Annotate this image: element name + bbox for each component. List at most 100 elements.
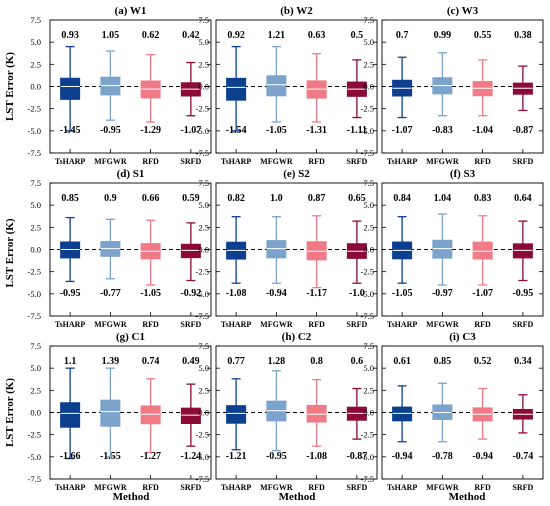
upper-value-label: 0.85 — [61, 193, 79, 204]
lower-value-label: -1.54 — [226, 125, 247, 136]
box-mfgwr — [100, 50, 121, 121]
lower-value-label: -1.66 — [60, 451, 81, 462]
iqr-box — [100, 399, 121, 427]
y-tick-label: 0.0 — [198, 408, 209, 418]
iqr-box — [226, 405, 247, 424]
upper-value-label: 0.92 — [227, 30, 245, 41]
subplot-4: (d) S1 -7.5 -5.0 -2.5 0.0 2.5 5.0 7.5 0.85 -0.95 T… — [28, 168, 212, 329]
y-axis-label: LST Error (K) — [4, 378, 16, 447]
box-tsharp — [60, 367, 81, 460]
y-tick-label: -2.5 — [361, 267, 374, 277]
x-tick-label: MFGWR — [426, 483, 459, 492]
iqr-box — [306, 404, 327, 423]
x-tick-label: MFGWR — [426, 320, 459, 329]
y-tick-label: 0.0 — [198, 82, 209, 92]
upper-value-label: 0.93 — [61, 30, 79, 41]
subplot-5: (e) S2 -7.5 -5.0 -2.5 0.0 2.5 5.0 7.5 0.82 -1.08 T… — [196, 168, 378, 329]
box-mfgwr — [432, 213, 453, 286]
y-tick-label: 5.0 — [30, 37, 41, 47]
subplot-title: (e) S2 — [283, 168, 310, 180]
y-axis-label: LST Error (K) — [4, 52, 16, 121]
y-tick-label: -7.5 — [196, 474, 209, 484]
box-rfd — [140, 53, 161, 123]
upper-value-label: 0.64 — [514, 193, 532, 204]
box-tsharp — [392, 216, 413, 284]
x-tick-label: RFD — [308, 483, 325, 492]
upper-value-label: 0.63 — [308, 30, 326, 41]
y-tick-label: 2.5 — [198, 59, 209, 69]
y-tick-label: -2.5 — [28, 267, 41, 277]
box-mfgwr — [100, 218, 121, 280]
x-tick-label: SRFD — [180, 483, 201, 492]
box-rfd — [472, 59, 493, 117]
box-srfd — [346, 387, 367, 440]
iqr-box — [266, 240, 287, 259]
x-tick-label: MFGWR — [260, 483, 293, 492]
y-tick-label: -7.5 — [361, 474, 374, 484]
upper-value-label: 1.05 — [102, 30, 120, 41]
y-tick-label: 5.0 — [363, 37, 374, 47]
box-tsharp — [226, 378, 247, 451]
box-rfd — [472, 387, 493, 440]
box-mfgwr — [432, 52, 453, 117]
x-tick-label: TsHARP — [221, 157, 251, 166]
lower-value-label: -0.78 — [432, 451, 453, 462]
lower-value-label: -0.77 — [100, 288, 121, 299]
x-tick-label: RFD — [308, 320, 325, 329]
y-tick-label: 0.0 — [30, 408, 41, 418]
subplot-9: (i) C3 -7.5 -5.0 -2.5 0.0 2.5 5.0 7.5 0.61 -0.94 T… — [361, 331, 544, 492]
y-tick-label: 2.5 — [30, 385, 41, 395]
upper-value-label: 0.65 — [348, 193, 366, 204]
lower-value-label: -1.08 — [306, 451, 327, 462]
y-tick-label: 2.5 — [198, 222, 209, 232]
upper-value-label: 1.39 — [102, 356, 120, 367]
y-tick-label: 5.0 — [198, 363, 209, 373]
y-tick-label: -2.5 — [361, 430, 374, 440]
x-tick-label: SRFD — [346, 483, 367, 492]
x-tick-label: MFGWR — [426, 157, 459, 166]
x-tick-label: SRFD — [512, 483, 533, 492]
x-tick-label: SRFD — [180, 320, 201, 329]
x-axis-label: Method — [113, 491, 150, 503]
x-tick-label: RFD — [142, 320, 159, 329]
iqr-box — [140, 405, 161, 425]
y-tick-label: 5.0 — [198, 200, 209, 210]
box-srfd — [180, 222, 201, 282]
x-tick-label: RFD — [142, 483, 159, 492]
upper-value-label: 0.6 — [351, 356, 364, 367]
box-rfd — [472, 215, 493, 286]
iqr-box — [60, 402, 81, 428]
lower-value-label: -0.92 — [180, 288, 201, 299]
lower-value-label: -1.07 — [472, 288, 493, 299]
subplot-title: (h) C2 — [282, 331, 312, 343]
iqr-box — [60, 77, 81, 100]
upper-value-label: 0.61 — [393, 356, 411, 367]
box-rfd — [140, 219, 161, 286]
y-axis-label: LST Error (K) — [4, 218, 16, 287]
x-tick-label: MFGWR — [260, 157, 293, 166]
y-tick-label: 7.5 — [363, 15, 374, 25]
y-tick-label: 2.5 — [363, 59, 374, 69]
box-tsharp — [226, 45, 247, 132]
lower-value-label: -1.21 — [226, 451, 247, 462]
lower-value-label: -1.45 — [60, 125, 81, 136]
x-tick-label: TsHARP — [387, 320, 417, 329]
upper-value-label: 0.85 — [434, 356, 452, 367]
y-tick-label: 5.0 — [363, 200, 374, 210]
lower-value-label: -0.97 — [432, 288, 453, 299]
y-tick-label: 7.5 — [363, 341, 374, 351]
lower-value-label: -1.24 — [180, 451, 201, 462]
y-tick-label: 2.5 — [30, 59, 41, 69]
x-tick-label: MFGWR — [260, 320, 293, 329]
y-tick-label: 7.5 — [30, 178, 41, 188]
y-tick-label: -5.0 — [196, 289, 209, 299]
subplot-title: (g) C1 — [116, 331, 145, 343]
y-tick-label: 7.5 — [198, 178, 209, 188]
y-tick-label: 7.5 — [198, 15, 209, 25]
box-srfd — [512, 65, 533, 112]
upper-value-label: 0.77 — [227, 356, 245, 367]
lower-value-label: -1.11 — [347, 125, 367, 136]
upper-value-label: 0.59 — [182, 193, 200, 204]
x-tick-label: SRFD — [346, 157, 367, 166]
y-tick-label: -2.5 — [196, 104, 209, 114]
